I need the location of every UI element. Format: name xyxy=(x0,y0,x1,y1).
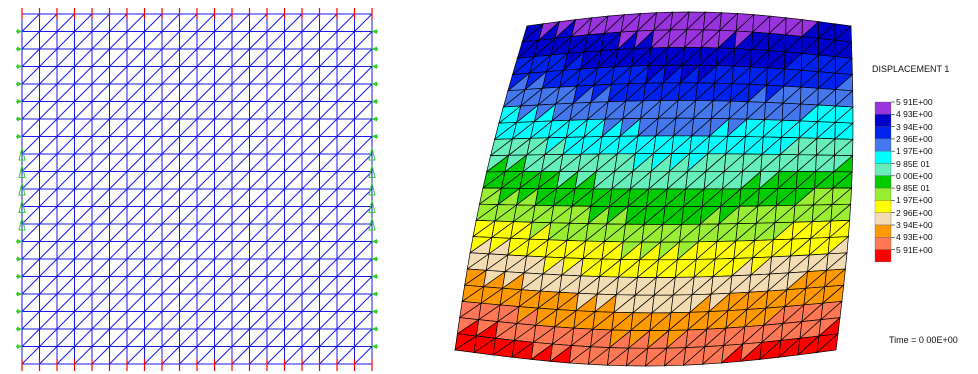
boundary-supports xyxy=(16,29,378,349)
legend-swatch xyxy=(874,200,892,213)
legend-swatch xyxy=(874,187,892,201)
support-arrow-icon xyxy=(368,217,376,231)
legend-label: 5 91E+00 xyxy=(896,97,933,107)
support-arrow-icon xyxy=(368,165,376,178)
legend-swatch xyxy=(874,224,892,238)
time-label: Time = 0 00E+00 xyxy=(889,335,958,345)
support-arrow-icon xyxy=(18,200,26,213)
mesh-lines xyxy=(21,13,373,365)
support-arrow-icon xyxy=(368,182,376,196)
legend-swatch xyxy=(874,138,892,152)
legend-label: 9 85E 01 xyxy=(896,158,931,169)
support-arrow-icon xyxy=(18,165,26,178)
deformed-contour-mesh xyxy=(454,11,854,367)
legend-label: 4 93E+00 xyxy=(896,232,933,243)
legend-label: 2 96E+00 xyxy=(896,207,933,218)
legend-swatch xyxy=(874,114,892,127)
support-arrow-icon xyxy=(368,147,376,161)
legend-label: 0 00E+00 xyxy=(896,170,933,181)
legend-swatch xyxy=(874,163,892,176)
legend-swatch xyxy=(874,151,892,164)
legend-label: 2 96E+00 xyxy=(896,133,933,144)
legend-label: 3 94E+00 xyxy=(896,121,933,132)
mesh-element xyxy=(815,332,839,353)
legend-swatch xyxy=(874,126,892,140)
legend-label: 1 97E+00 xyxy=(896,146,933,157)
legend-swatch xyxy=(874,101,892,115)
legend-color-bar xyxy=(874,101,895,263)
legend-swatch xyxy=(874,212,892,226)
legend-label: 1 97E+00 xyxy=(896,195,933,206)
support-arrow-icon xyxy=(18,182,26,196)
support-arrow-icon xyxy=(18,147,26,161)
support-arrow-icon xyxy=(368,200,376,213)
legend-label: 9 85E 01 xyxy=(896,183,931,194)
legend-swatch xyxy=(874,175,892,189)
legend-swatch xyxy=(874,237,892,250)
undeformed-mesh xyxy=(21,8,373,371)
support-arrow-icon xyxy=(18,217,26,231)
legend-title: DISPLACEMENT 1 xyxy=(872,64,950,74)
legend-label: 4 93E+00 xyxy=(896,109,933,120)
legend-label: 5 91E+00 xyxy=(896,244,933,255)
legend-swatch xyxy=(874,249,892,263)
legend-label: 3 94E+00 xyxy=(896,220,933,230)
